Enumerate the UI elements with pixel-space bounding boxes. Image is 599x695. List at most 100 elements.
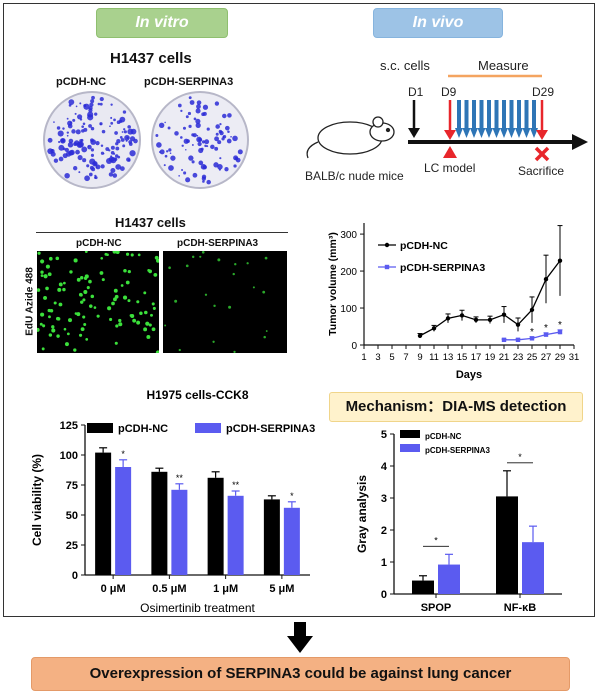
- colony-dot: [78, 171, 81, 174]
- colony-dot: [113, 118, 116, 122]
- colony-dot: [196, 104, 201, 109]
- edu-cell: [93, 306, 97, 309]
- in-vivo-badge: In vivo: [373, 8, 503, 38]
- colony-plates: [43, 91, 249, 189]
- edu-cell: [69, 270, 73, 274]
- colony-dot: [237, 149, 243, 155]
- colony-dot: [58, 144, 65, 151]
- colony-dot: [164, 121, 166, 124]
- significance-star: *: [530, 327, 534, 338]
- colony-dot: [195, 118, 201, 124]
- edu-cell: [57, 287, 62, 292]
- edu-cell: [144, 310, 148, 315]
- colony-dot: [188, 124, 192, 128]
- edu-cell: [84, 251, 88, 254]
- edu-cell: [63, 327, 67, 331]
- data-point: [515, 322, 521, 327]
- colony-dot: [75, 129, 81, 135]
- significance-star: *: [290, 491, 294, 501]
- edu-cell: [154, 255, 159, 260]
- colony-dot: [81, 125, 85, 129]
- colony-dot: [188, 155, 194, 161]
- colony-dot: [114, 131, 118, 135]
- edu-cell: [40, 270, 44, 274]
- cck8-chart: H1975 cells-CCK8 0 25 50 75 100 125 Cell viabil…: [30, 388, 315, 615]
- category-label: 0 μM: [101, 583, 126, 595]
- measure-arrowhead: [500, 128, 508, 138]
- x-tick-label: 21: [499, 352, 510, 363]
- colony-dot: [115, 146, 120, 151]
- colony-dot: [100, 144, 104, 147]
- figure-frame: [3, 3, 595, 617]
- colony-dot: [127, 125, 131, 129]
- colony-dot: [123, 128, 126, 131]
- edu-cell: [199, 255, 202, 258]
- colony-dot: [210, 144, 215, 150]
- measure-arrowhead: [492, 128, 501, 138]
- y-tick-label: 0: [72, 570, 78, 582]
- x-tick-label: 5: [389, 352, 394, 363]
- colony-dot: [158, 122, 165, 128]
- colony-dot: [110, 116, 113, 119]
- data-point: [557, 258, 563, 263]
- legend-label: pCDH-SERPINA3: [425, 446, 490, 455]
- colony-dot: [69, 121, 73, 124]
- edu-cell: [148, 269, 152, 274]
- edu-cell: [122, 295, 128, 300]
- colony-dot: [214, 136, 220, 142]
- colony-dot: [110, 103, 113, 106]
- colony-dot: [77, 141, 84, 148]
- d1-label: D1: [408, 85, 424, 99]
- colony-dot: [224, 167, 229, 172]
- y-tick-label: 25: [66, 540, 78, 552]
- edu-cell: [86, 286, 90, 290]
- colony-dot: [64, 147, 69, 153]
- edu-cell: [41, 347, 45, 351]
- y-tick-label: 2: [381, 525, 387, 537]
- colony-dot: [195, 108, 201, 114]
- y-tick-label: 0: [351, 341, 357, 352]
- colony-dot: [88, 172, 93, 177]
- colony-dot: [217, 140, 222, 145]
- colony-dot: [201, 112, 205, 117]
- colony-dot: [219, 122, 222, 126]
- colony-dot: [183, 138, 189, 144]
- edu-cell: [125, 280, 130, 285]
- edu-cell: [88, 304, 93, 308]
- colony-dot: [202, 104, 209, 110]
- edu-cell: [90, 294, 95, 299]
- colony-dot: [65, 151, 72, 157]
- edu-cell: [262, 290, 266, 294]
- colony-dot: [116, 138, 121, 144]
- colony-dot: [170, 155, 176, 161]
- edu-cell: [145, 321, 150, 326]
- colony-dot: [191, 160, 195, 164]
- data-point: [557, 329, 563, 335]
- colony-dot: [156, 142, 162, 148]
- colony-dot: [99, 102, 103, 106]
- colony-dot: [197, 141, 202, 147]
- colony-dot: [82, 122, 86, 126]
- colony-dot: [62, 127, 65, 130]
- measure-arrowhead: [522, 128, 531, 138]
- colony-dot: [127, 128, 134, 135]
- legend-label: pCDH-NC: [118, 423, 168, 435]
- edu-title-rule: [36, 232, 288, 233]
- in-vitro-badge: In vitro: [96, 8, 228, 38]
- measure-arrowhead: [455, 128, 463, 138]
- edu-cell: [85, 338, 89, 341]
- edu-cell: [51, 325, 55, 329]
- edu-cell: [129, 314, 133, 317]
- colony-dot: [183, 171, 187, 175]
- measure-arrowhead: [530, 128, 538, 138]
- edu-cell: [66, 332, 70, 336]
- legend-marker: [384, 242, 390, 248]
- colony-dot: [218, 168, 221, 171]
- bar: [496, 496, 518, 594]
- x-tick-label: 29: [555, 352, 566, 363]
- edu-cell: [82, 298, 86, 302]
- bar: [151, 471, 168, 575]
- colony-dot: [168, 148, 172, 152]
- colony-dot: [233, 164, 237, 168]
- edu-cell: [155, 350, 159, 353]
